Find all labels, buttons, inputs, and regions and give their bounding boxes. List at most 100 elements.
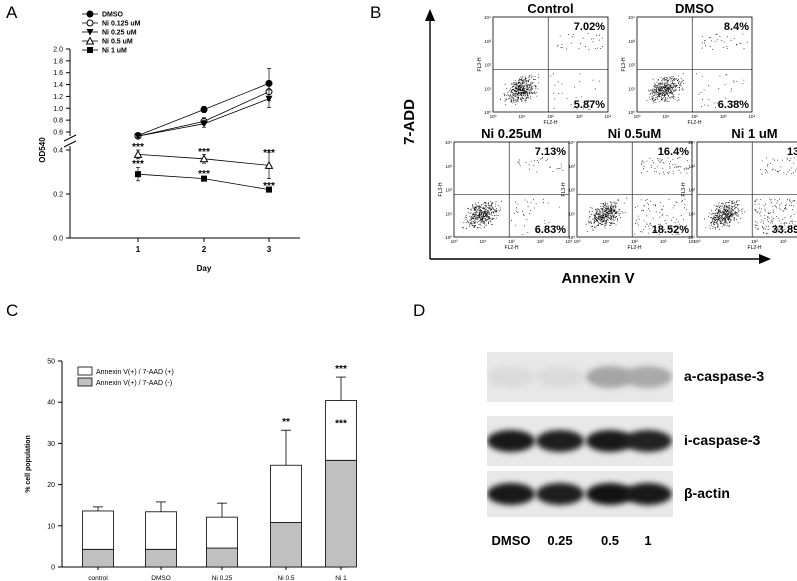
flow-y-tick: 10³: [445, 164, 452, 169]
blot-band: [624, 366, 672, 388]
lower-right-percent: 33.89%: [772, 224, 797, 236]
flow-y-label: FL3-H: [681, 182, 687, 196]
data-point: [264, 160, 274, 169]
flow-y-tick: 10¹: [445, 211, 452, 216]
upper-right-percent: 7.02%: [574, 21, 605, 33]
significance-label: ***: [263, 181, 275, 192]
flow-y-tick: 10⁴: [445, 140, 452, 145]
significance-label: ***: [263, 148, 275, 159]
flow-x-tick: 10⁰: [694, 239, 701, 244]
y-tick-label: 0.0: [53, 236, 63, 243]
legend-label: Ni 0.125 uM: [102, 21, 141, 28]
flow-plot-frame: [453, 141, 570, 238]
x-tick-label: control: [88, 575, 108, 581]
flow-y-label: FL3-H: [477, 57, 483, 71]
y-tick-label: 50: [47, 359, 55, 366]
bar-segment: [270, 464, 302, 523]
blot-band: [586, 366, 634, 388]
upper-right-percent: 16.4%: [658, 146, 689, 158]
series-2: [134, 89, 273, 140]
x-tick-label: 3: [267, 245, 272, 254]
legend-marker: [86, 10, 94, 18]
y-tick-label: 1.4: [53, 82, 63, 89]
flow-x-tick: 10⁴: [749, 114, 756, 119]
lane-label: DMSO: [491, 533, 531, 548]
blot-band: [536, 430, 584, 452]
data-point: [201, 175, 207, 182]
flow-x-label: FL2-H: [688, 120, 702, 126]
x-axis-arrowhead: [759, 254, 771, 264]
flow-y-label: FL3-H: [561, 182, 567, 196]
blot-band: [487, 430, 535, 452]
flow-y-tick: 10¹: [484, 86, 491, 91]
y-tick-label: 0.8: [53, 118, 63, 125]
x-tick-label: 1: [136, 245, 141, 254]
flow-y-tick: 10²: [628, 63, 635, 68]
data-point: [200, 105, 208, 113]
significance-label: ***: [132, 142, 144, 153]
y-tick-label: 0.4: [53, 148, 63, 155]
bar-segment: [82, 510, 114, 550]
x-axis-title: Day: [197, 264, 212, 273]
data-point: [199, 154, 209, 163]
flow-events: [461, 157, 564, 235]
y-tick-label: 1.6: [53, 70, 63, 77]
blot-band: [536, 483, 584, 505]
flow-plot-title: Ni 0.5uM: [608, 126, 661, 141]
lane-label: 1: [644, 533, 652, 548]
blot-strip: [487, 471, 673, 517]
upper-right-percent: 13%: [787, 146, 797, 158]
panel-letter-d: D: [413, 301, 426, 320]
flow-plot-frame: [636, 16, 753, 113]
flow-x-tick: 10¹: [662, 114, 669, 119]
flow-x-label: FL2-H: [544, 120, 558, 126]
bar-segment: [82, 548, 114, 568]
significance-label: ***: [198, 169, 210, 180]
lower-right-percent: 6.83%: [535, 224, 566, 236]
flow-x-tick: 10²: [751, 239, 758, 244]
flow-y-tick: 10⁴: [568, 140, 575, 145]
flow-events: [500, 33, 603, 110]
blot-strip: [487, 352, 673, 402]
flow-plot-title: Ni 0.25uM: [481, 126, 542, 141]
data-point: [266, 186, 272, 193]
flow-x-tick: 10²: [547, 114, 554, 119]
flow-y-tick: 10¹: [688, 211, 695, 216]
flow-y-tick: 10⁴: [628, 15, 635, 20]
flow-x-tick: 10⁰: [451, 239, 458, 244]
blot-label: β-actin: [684, 485, 730, 501]
significance-label: ***: [335, 364, 347, 375]
lower-right-percent: 18.52%: [652, 224, 690, 236]
y-tick-label: 0.2: [53, 192, 63, 199]
y-tick-label: 0.6: [53, 130, 63, 137]
data-point: [200, 120, 208, 128]
lane-label: 0.5: [600, 533, 620, 548]
flow-y-tick: 10⁰: [445, 235, 452, 240]
data-point: [265, 95, 273, 103]
lower-right-percent: 5.87%: [574, 99, 605, 111]
y-tick-label: 1.0: [53, 106, 63, 113]
y-tick-label: 2.0: [53, 47, 63, 54]
flow-y-tick: 10³: [484, 39, 491, 44]
flow-plot-title: Ni 1 uM: [731, 126, 777, 141]
significance-label: ***: [335, 419, 347, 430]
flow-x-tick: 10³: [720, 114, 727, 119]
bar-segment: [145, 548, 177, 568]
x-axis-title: Annexin V: [561, 270, 634, 287]
panel-letter-b: B: [370, 3, 382, 22]
flow-x-tick: 10³: [576, 114, 583, 119]
blot-strip: [487, 416, 673, 466]
blot-band: [487, 483, 535, 505]
blot-band: [586, 483, 634, 505]
blot-band: [487, 366, 535, 388]
significance-label: ***: [198, 147, 210, 158]
blot-band: [624, 483, 672, 505]
flow-y-tick: 10⁰: [628, 110, 635, 115]
x-tick-label: 2: [202, 245, 207, 254]
panel-letter-a: A: [6, 3, 18, 22]
x-tick-label: Ni 0.25: [212, 575, 233, 581]
flow-x-tick: 10⁰: [574, 239, 581, 244]
blot-band: [586, 430, 634, 452]
